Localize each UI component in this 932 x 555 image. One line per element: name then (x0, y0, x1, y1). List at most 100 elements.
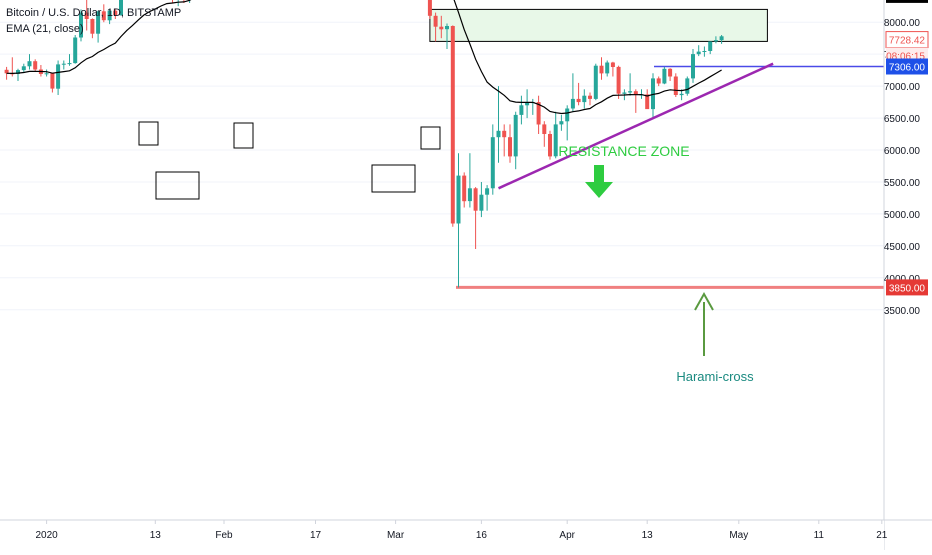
candle-body (485, 188, 490, 195)
candle-body (719, 36, 724, 41)
candle-body (610, 62, 615, 67)
x-tick-label: Feb (215, 530, 233, 541)
candle-body (593, 65, 598, 99)
candle-body (4, 69, 9, 74)
ascending-trendline (497, 62, 774, 190)
price-label-red-bg (886, 279, 928, 296)
candle-body (633, 91, 638, 95)
candle-body (456, 175, 461, 224)
price-axis-bg (884, 0, 932, 550)
resistance-arrow-icon (585, 165, 613, 198)
candle-body (565, 108, 570, 122)
candle-body (645, 94, 650, 110)
candle-body (16, 70, 20, 74)
candle-body (467, 188, 472, 202)
candle-body (525, 102, 530, 106)
x-tick-label: 2020 (35, 530, 58, 541)
candle-body (685, 78, 690, 94)
highlight-box (233, 122, 254, 149)
candle-body (33, 61, 38, 70)
candle-body (90, 19, 95, 34)
ema-21-line (6, 0, 722, 115)
candle-body (588, 95, 592, 99)
y-tick-label: 5500.00 (884, 178, 921, 189)
candle-body (576, 98, 581, 103)
candle-body (107, 10, 112, 21)
y-tick-label: 4000.00 (884, 274, 921, 285)
resistance-zone-label: RESISTANCE ZONE (558, 143, 689, 159)
countdown-label: 08:06:15 (886, 52, 925, 63)
highlight-box (371, 164, 416, 193)
symbol-legend[interactable]: Bitcoin / U.S. Dollar, 1D, BITSTAMP (6, 7, 182, 19)
y-tick-label: 6500.00 (884, 114, 921, 125)
candle-body (473, 188, 478, 211)
candle-body (599, 65, 604, 74)
candle-body (73, 37, 78, 64)
time-axis-bg (0, 520, 884, 550)
candle-body (79, 12, 83, 38)
candle-body (119, 0, 123, 16)
candle-body (479, 194, 484, 211)
candle-body (44, 73, 49, 75)
x-tick-label: 13 (642, 530, 654, 541)
highlight-box (155, 171, 200, 200)
resistance-zone-box (429, 8, 768, 42)
candle-body (50, 73, 55, 89)
candle-body (84, 12, 89, 19)
candle-body (61, 63, 66, 65)
candle-body (462, 175, 467, 202)
candle-body (553, 124, 558, 157)
harami-arrowhead-icon (694, 291, 714, 311)
y-tick-label: 3500.00 (884, 306, 921, 317)
candle-body (113, 10, 118, 16)
candle-body (662, 68, 667, 84)
candle-body (496, 130, 501, 138)
highlight-box (420, 126, 441, 150)
candle-body (668, 68, 673, 77)
candle-body (101, 11, 106, 21)
candle-body (56, 64, 61, 89)
candle-body (691, 54, 695, 79)
price-label-black: 8426.70 (889, 0, 926, 2)
y-tick-label: 5000.00 (884, 210, 921, 221)
candle-body (622, 92, 627, 94)
x-tick-label: Mar (387, 530, 405, 541)
price-label-last: 7728.42 (889, 36, 926, 47)
candle-body (519, 105, 524, 115)
y-tick-label: 8000.00 (884, 18, 921, 29)
x-tick-label: 21 (876, 530, 888, 541)
candle-body (582, 95, 587, 103)
y-tick-label: 6000.00 (884, 146, 921, 157)
candle-body (651, 78, 655, 110)
x-tick-label: 17 (310, 530, 322, 541)
candle-body (679, 93, 684, 96)
harami-cross-label: Harami-cross (676, 369, 754, 384)
x-tick-label: Apr (559, 530, 575, 541)
candle-body (542, 124, 547, 134)
candle-body (513, 114, 518, 157)
y-tick-label: 4500.00 (884, 242, 921, 253)
candle-body (21, 66, 26, 71)
candle-body (713, 40, 718, 42)
candle-body (559, 121, 564, 125)
x-tick-label: 16 (476, 530, 488, 541)
indicator-legend[interactable]: EMA (21, close) (6, 23, 84, 35)
candle-body (27, 61, 32, 67)
candle-body (490, 137, 495, 189)
price-label-last-bg (886, 31, 928, 48)
x-tick-label: May (729, 530, 748, 541)
candle-body (536, 102, 541, 125)
candle-body (570, 98, 575, 109)
price-label-blue: 7306.00 (889, 63, 926, 74)
candle-body (433, 15, 438, 27)
candle-body (673, 76, 678, 95)
candle-body (708, 41, 713, 51)
candle-body (450, 26, 455, 224)
candle-body (548, 134, 552, 157)
candle-body (616, 66, 621, 94)
price-label-black-bg (886, 0, 928, 3)
candle-body (508, 137, 512, 157)
y-tick-label: 7000.00 (884, 82, 921, 93)
